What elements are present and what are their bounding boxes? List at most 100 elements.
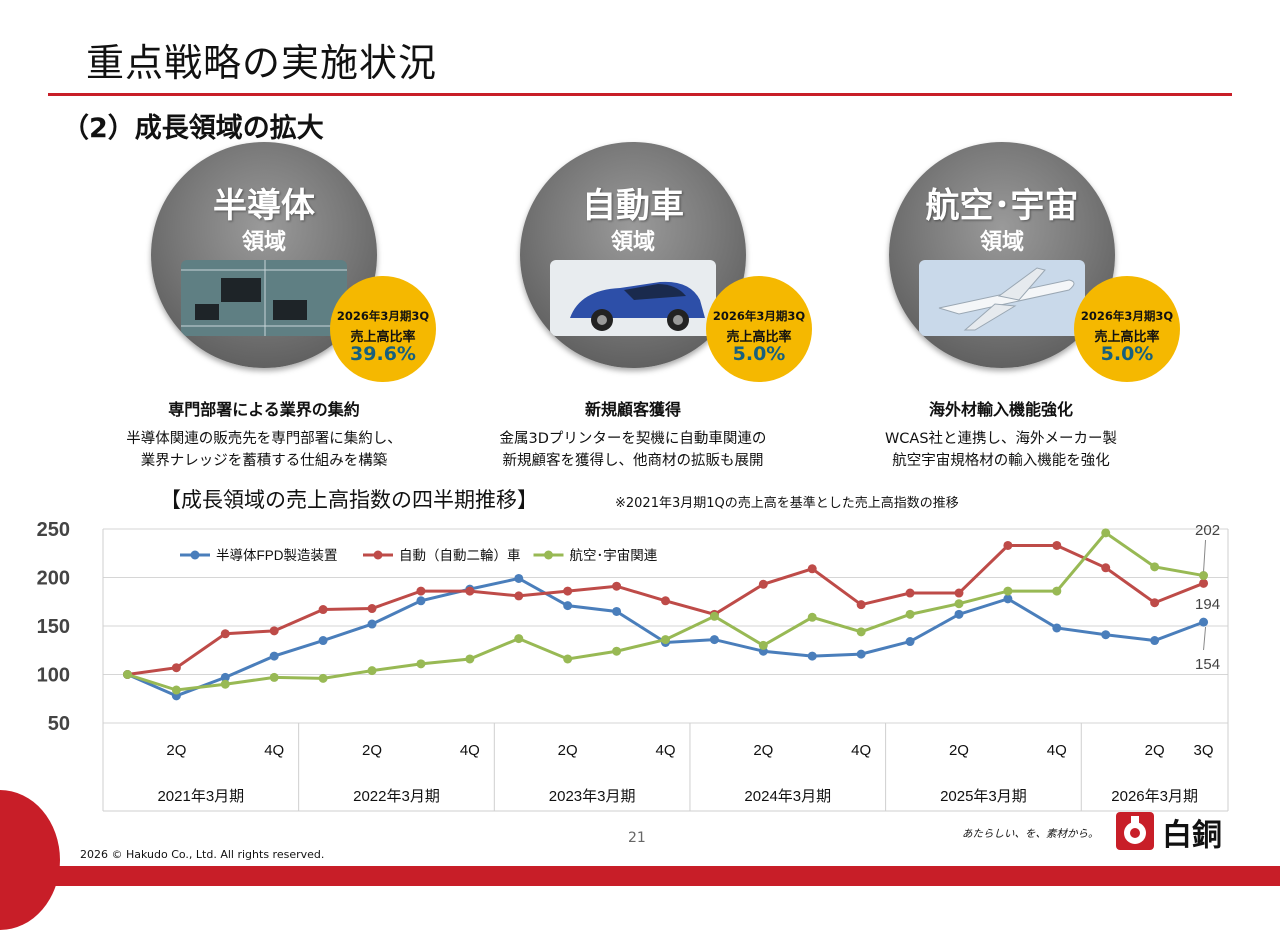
data-point: [1052, 540, 1062, 550]
legend-label: 半導体FPD製造装置: [216, 548, 338, 563]
car-icon: [550, 260, 716, 336]
desc-line: WCAS社と連携し、海外メーカー製: [884, 431, 1118, 447]
data-point: [269, 672, 279, 682]
page-title: 重点戦略の実施状況: [86, 41, 438, 85]
data-point: [122, 670, 132, 679]
series-line: [127, 543, 1205, 676]
automotive-description: 金属3Dプリンターを契機に自動車関連の 新規顧客を獲得し、他商材の拡販も展開: [453, 428, 813, 472]
data-point: [954, 609, 964, 619]
area-name: 自動車: [582, 186, 684, 226]
data-point: [758, 640, 768, 650]
data-point: [563, 654, 573, 664]
automotive-area-circle: 自動車 領域: [520, 142, 746, 368]
badge-value: 5.0%: [1100, 343, 1154, 365]
data-point: [1150, 598, 1160, 608]
y-tick-label: 200: [37, 568, 70, 590]
desc-line: 航空宇宙規格材の輸入機能を強化: [892, 453, 1110, 469]
y-tick-label: 150: [37, 616, 70, 638]
data-point: [367, 604, 377, 614]
data-point: [220, 672, 230, 682]
automotive-heading: 新規顧客獲得: [584, 400, 681, 419]
x-tick-label: 4Q: [655, 742, 675, 759]
x-tick-label: 4Q: [264, 742, 284, 759]
data-point: [514, 573, 524, 583]
data-point: [1003, 594, 1013, 604]
badge-period: 2026年3月期3Q: [336, 309, 430, 323]
circuit-board-icon: [181, 260, 347, 336]
footer-bar: [0, 866, 1280, 886]
data-point: [612, 581, 622, 591]
aerospace-description: WCAS社と連携し、海外メーカー製 航空宇宙規格材の輸入機能を強化: [821, 428, 1181, 472]
data-point: [416, 596, 426, 606]
badge-label: 売上高比率: [726, 330, 792, 345]
data-point: [612, 606, 622, 616]
y-tick-label: 250: [37, 519, 70, 541]
data-point: [514, 634, 524, 644]
data-point: [269, 626, 279, 636]
data-point: [954, 599, 964, 609]
data-point: [954, 588, 964, 598]
data-point: [661, 596, 670, 606]
data-point: [416, 659, 426, 669]
badge-period: 2026年3月期3Q: [712, 309, 806, 323]
legend-marker: [544, 550, 553, 560]
area-suffix: 領域: [241, 230, 286, 255]
year-label: 2023年3月期: [549, 788, 636, 805]
data-point: [122, 670, 132, 679]
area-suffix: 領域: [610, 230, 655, 255]
x-tick-label: 2Q: [949, 742, 969, 759]
chart-note: ※2021年3月期1Qの売上高を基準とした売上高指数の推移: [615, 496, 959, 511]
year-label: 2021年3月期: [157, 788, 244, 805]
data-point: [856, 649, 866, 659]
legend-label: 航空･宇宙関連: [570, 548, 658, 563]
x-tick-label: 2Q: [753, 742, 773, 759]
data-point: [758, 579, 768, 589]
badge-label: 売上高比率: [350, 330, 416, 345]
x-tick-label: 2Q: [558, 742, 578, 759]
data-point: [1003, 540, 1013, 550]
year-label: 2025年3月期: [940, 788, 1027, 805]
end-value-label: 202: [1195, 522, 1220, 539]
data-point: [171, 685, 181, 695]
data-point: [318, 673, 328, 683]
desc-line: 半導体関連の販売先を専門部署に集約し、: [126, 431, 402, 447]
copyright: 2026 © Hakudo Co., Ltd. All rights reser…: [80, 848, 325, 861]
data-point: [171, 663, 181, 673]
x-tick-label: 2Q: [166, 742, 186, 759]
semiconductor-ratio-badge: 2026年3月期3Q 売上高比率 39.6%: [330, 276, 436, 382]
desc-line: 金属3Dプリンターを契機に自動車関連の: [499, 431, 767, 447]
data-point: [709, 609, 719, 619]
badge-period: 2026年3月期3Q: [1080, 309, 1174, 323]
company-logo-text: 白銅: [1162, 818, 1222, 853]
data-point: [1150, 562, 1160, 572]
data-point: [465, 586, 475, 596]
end-value-label: 154: [1195, 656, 1220, 673]
x-tick-label: 3Q: [1194, 742, 1214, 759]
year-label: 2026年3月期: [1111, 788, 1198, 805]
data-point: [1003, 586, 1013, 596]
label-leader-line: [1203, 539, 1207, 572]
desc-line: 新規顧客を獲得し、他商材の拡販も展開: [502, 453, 764, 469]
semiconductor-area-circle: 半導体 領域: [151, 142, 377, 368]
area-name: 航空･宇宙: [925, 186, 1079, 226]
legend-marker: [373, 550, 383, 560]
badge-label: 売上高比率: [1094, 330, 1160, 345]
section-subtitle: （2）成長領域の拡大: [62, 113, 324, 144]
series-line: [127, 530, 1204, 692]
data-point: [1101, 563, 1111, 573]
data-point: [367, 619, 377, 629]
data-point: [1052, 586, 1062, 596]
data-point: [318, 605, 328, 615]
data-point: [905, 637, 915, 647]
data-point: [807, 651, 817, 661]
data-point: [856, 627, 866, 637]
badge-value: 39.6%: [350, 343, 416, 365]
x-tick-label: 2Q: [1145, 742, 1165, 759]
label-leader-line: [1203, 626, 1207, 651]
data-point: [1199, 578, 1209, 588]
data-point: [269, 651, 279, 661]
data-point: [709, 611, 719, 621]
aerospace-heading: 海外材輸入機能強化: [928, 400, 1073, 419]
area-name: 半導体: [213, 186, 315, 226]
data-point: [318, 636, 328, 646]
